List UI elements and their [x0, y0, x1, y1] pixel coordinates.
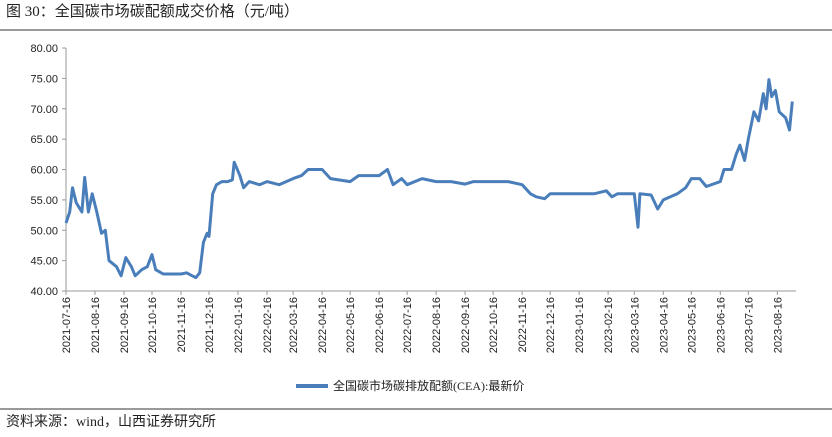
y-tick-label: 75.00	[30, 73, 58, 85]
x-tick-label: 2021-11-16	[176, 297, 188, 352]
y-tick-label: 50.00	[30, 225, 58, 237]
price-line	[64, 78, 794, 280]
x-tick-label: 2022-05-16	[345, 297, 357, 353]
x-tick-label: 2022-07-16	[402, 297, 414, 353]
y-tick-label: 60.00	[30, 165, 58, 177]
x-tick-label: 2023-03-16	[629, 297, 641, 353]
x-tick-label: 2022-11-16	[517, 297, 529, 352]
x-tick-label: 2022-02-16	[262, 297, 274, 353]
x-tick-label: 2022-12-16	[545, 297, 557, 353]
x-tick-label: 2023-07-16	[743, 297, 755, 353]
x-tick-label: 2023-06-16	[715, 297, 727, 353]
x-tick-label: 2021-10-16	[147, 297, 159, 353]
x-tick-label: 2023-08-16	[772, 297, 784, 353]
x-tick-label: 2022-06-16	[374, 297, 386, 353]
x-tick-label: 2021-08-16	[90, 297, 102, 353]
x-tick-label: 2021-09-16	[119, 297, 131, 353]
y-tick-label: 70.00	[30, 104, 58, 116]
y-tick-label: 40.00	[30, 286, 58, 298]
chart-title: 图 30：全国碳市场碳配额成交价格（元/吨）	[6, 2, 299, 20]
y-tick-label: 55.00	[30, 195, 58, 207]
x-tick-label: 2023-02-16	[603, 297, 615, 353]
y-tick-label: 80.00	[30, 43, 58, 55]
source-note: 资料来源：wind，山西证券研究所	[6, 414, 216, 430]
x-tick-label: 2022-03-16	[288, 297, 300, 353]
x-tick-label: 2023-04-16	[658, 297, 670, 353]
x-tick-label: 2022-10-16	[488, 297, 500, 353]
x-tick-label: 2021-12-16	[204, 297, 216, 353]
x-tick-label: 2023-01-16	[574, 297, 586, 353]
x-tick-label: 2022-01-16	[233, 297, 245, 353]
x-tick-label: 2023-05-16	[686, 297, 698, 353]
x-tick-label: 2022-08-16	[431, 297, 443, 353]
y-tick-label: 65.00	[30, 134, 58, 146]
legend-label: 全国碳市场碳排放配额(CEA):最新价	[333, 378, 524, 393]
x-tick-label: 2022-09-16	[460, 297, 472, 353]
x-tick-label: 2021-07-16	[61, 297, 73, 353]
y-tick-label: 45.00	[30, 256, 58, 268]
x-tick-label: 2022-04-16	[317, 297, 329, 353]
